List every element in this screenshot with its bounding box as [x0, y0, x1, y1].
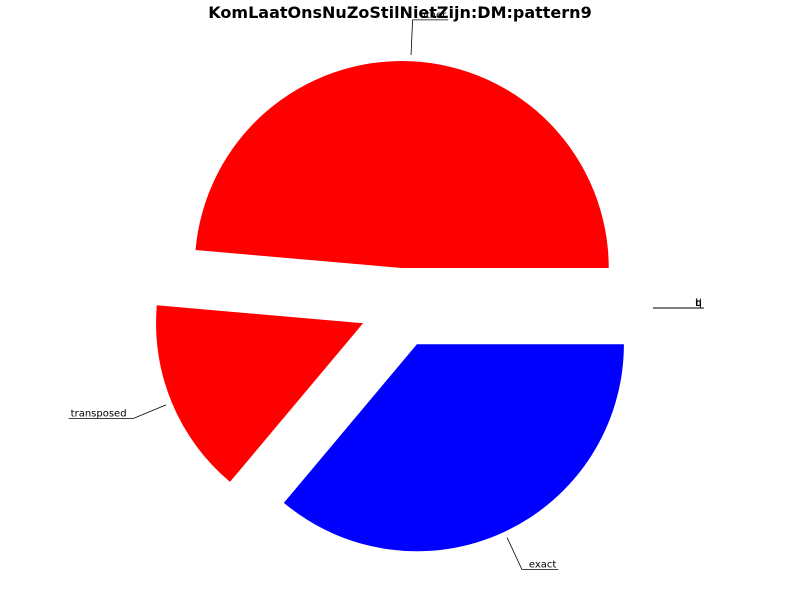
slice-label-q: q — [695, 298, 701, 309]
slice-exact — [283, 344, 624, 552]
chart-title: KomLaatOnsNuZoStilNietZijn:DM:pattern9 — [208, 3, 591, 22]
slice-label-exact: exact — [529, 559, 557, 570]
slice-label-transposed: transposed — [71, 408, 127, 419]
slice-label-r: r — [695, 298, 700, 309]
leader-line-other — [410, 19, 418, 56]
slice-transposed — [156, 305, 364, 482]
slice-label-other: other — [420, 10, 448, 21]
slice-label-u: u — [695, 298, 701, 309]
slice-label-h: h — [695, 298, 701, 309]
slice-label-d: d — [695, 298, 701, 309]
slice-label-t: t — [695, 298, 699, 309]
leader-line-exact — [506, 537, 527, 570]
leader-line-transposed — [128, 404, 167, 419]
slice-other — [195, 61, 609, 269]
slice-label-i: i — [695, 298, 698, 309]
pie-slices — [156, 61, 624, 552]
